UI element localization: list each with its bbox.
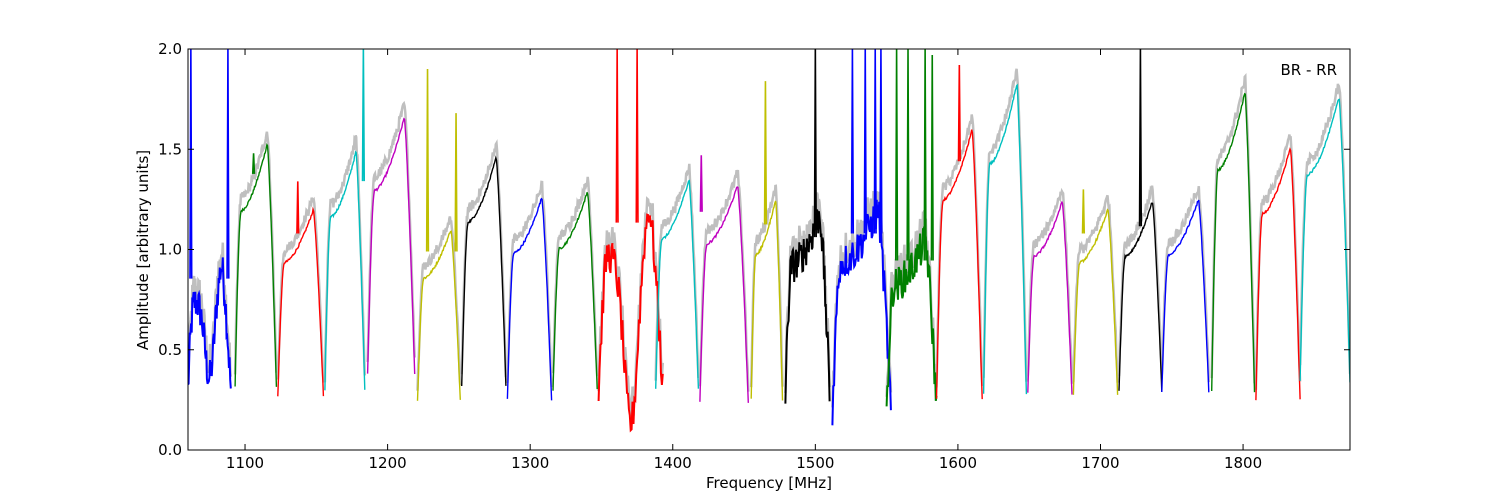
band-spike-3-0	[361, 49, 366, 182]
background-band-4	[366, 100, 416, 362]
x-axis-label: Frequency [MHz]	[706, 474, 832, 492]
band-trace-10	[655, 179, 700, 389]
band-trace-5	[416, 230, 461, 401]
y-tick-label-0: 0.0	[158, 441, 182, 459]
x-tick-label-3: 1400	[654, 454, 692, 472]
band-trace-17	[982, 83, 1028, 395]
band-trace-4	[366, 117, 416, 375]
band-spike-13-0	[813, 49, 817, 238]
background-band-7	[506, 180, 553, 388]
band-trace-0	[188, 257, 232, 389]
band-trace-6	[461, 155, 507, 387]
band-spike-20-0	[1138, 49, 1143, 227]
background-band-20	[1117, 185, 1164, 379]
y-tick-label-3: 1.5	[158, 140, 182, 158]
chart-annotation: BR - RR	[1280, 61, 1337, 79]
background-band-3	[323, 134, 367, 383]
band-trace-3	[324, 150, 366, 391]
band-trace-22	[1211, 92, 1256, 393]
band-trace-1	[234, 143, 278, 387]
band-trace-23	[1255, 147, 1301, 401]
band-trace-13	[784, 209, 831, 404]
background-band-11	[698, 169, 750, 392]
background-band-8	[551, 176, 599, 377]
x-tick-label-7: 1800	[1224, 454, 1262, 472]
band-trace-19	[1072, 208, 1119, 395]
band-trace-7	[506, 197, 553, 401]
band-trace-21	[1161, 199, 1210, 393]
x-tick-label-2: 1300	[511, 454, 549, 472]
band-spike-0-0	[189, 49, 193, 279]
band-spike-0-1	[226, 49, 230, 279]
band-spike-15-3	[930, 55, 934, 261]
band-spike-15-0	[894, 49, 899, 261]
x-tick-label-6: 1700	[1081, 454, 1119, 472]
band-spike-9-0	[615, 49, 619, 223]
background-band-21	[1160, 186, 1211, 383]
band-spike-5-0	[425, 69, 430, 252]
band-trace-8	[552, 192, 598, 391]
x-tick-label-5: 1600	[939, 454, 977, 472]
background-band-10	[654, 163, 700, 381]
background-band-18	[1026, 187, 1074, 384]
band-spike-19-0	[1081, 189, 1086, 234]
band-spike-15-2	[923, 49, 927, 261]
band-traces	[188, 49, 1350, 433]
band-trace-16	[935, 129, 983, 400]
band-spike-15-1	[906, 49, 910, 261]
x-tick-label-1: 1200	[369, 454, 407, 472]
band-trace-9	[597, 213, 664, 433]
band-spike-5-1	[454, 113, 458, 252]
band-spike-9-1	[635, 49, 639, 223]
background-band-5	[416, 216, 462, 391]
band-spike-1-0	[251, 153, 256, 174]
y-axis-label: Amplitude [arbitrary units]	[134, 150, 152, 350]
band-spike-14-2	[873, 49, 877, 234]
band-spike-2-0	[296, 181, 300, 234]
band-spike-14-3	[879, 49, 883, 234]
y-tick-label-1: 0.5	[158, 341, 182, 359]
y-tick-label-2: 1.0	[158, 241, 182, 259]
band-spike-14-1	[863, 49, 867, 234]
background-band-2	[276, 196, 325, 383]
band-trace-18	[1027, 200, 1073, 395]
band-trace-11	[699, 186, 749, 403]
band-trace-20	[1118, 202, 1163, 392]
axis-ticks: 1100 1200 1300 1400 1500 1600 1700 1800 0.0 0.5 1.…	[158, 40, 1350, 472]
y-tick-label-4: 2.0	[158, 40, 182, 58]
x-tick-label-0: 1100	[226, 454, 264, 472]
band-spike-16-0	[957, 65, 961, 162]
x-tick-label-4: 1500	[796, 454, 834, 472]
band-spike-12-0	[763, 81, 768, 225]
band-trace-2	[277, 206, 325, 397]
band-trace-12	[750, 200, 784, 401]
band-trace-15	[885, 226, 938, 407]
band-spike-14-0	[850, 49, 855, 234]
band-trace-24	[1299, 98, 1350, 383]
band-spike-11-0	[699, 155, 703, 212]
